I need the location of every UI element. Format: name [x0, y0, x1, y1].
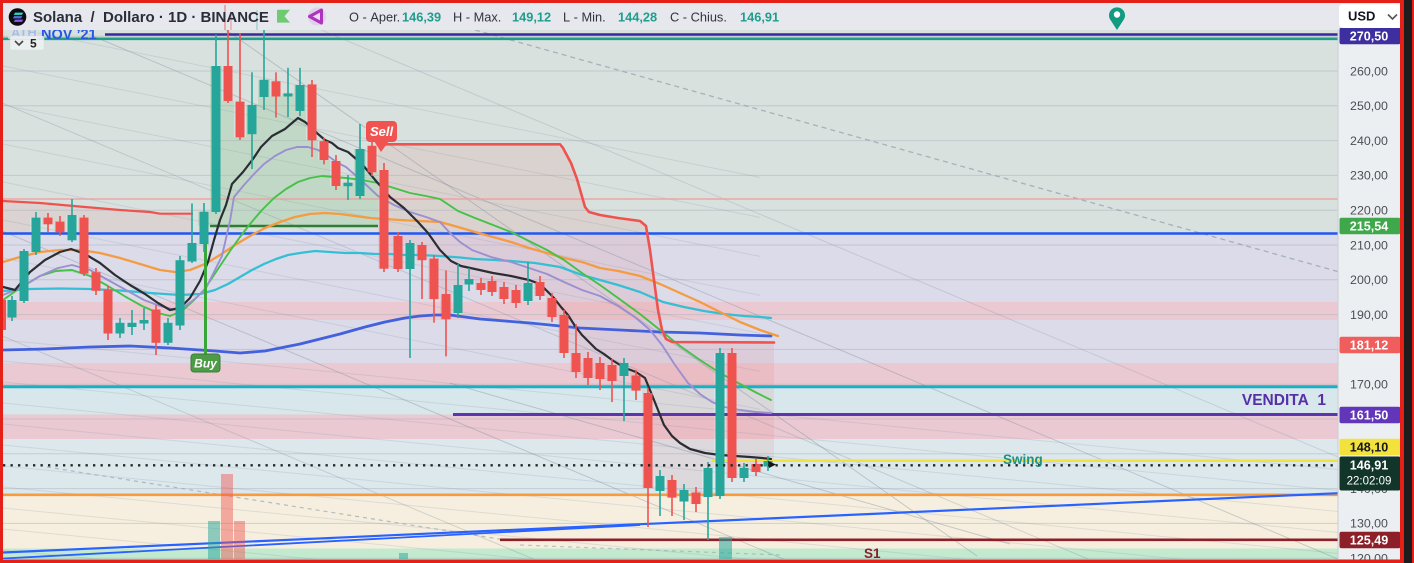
- svg-text:210,00: 210,00: [1350, 238, 1388, 252]
- svg-text:S1: S1: [864, 546, 881, 561]
- svg-text:161,50: 161,50: [1350, 408, 1389, 422]
- svg-text:Sell: Sell: [370, 124, 394, 139]
- svg-text:Buy: Buy: [194, 357, 218, 371]
- svg-text:250,00: 250,00: [1350, 99, 1388, 113]
- svg-text:Solana / Dollaro · 1D · BINA: Solana / Dollaro · 1D · BINANCE: [33, 9, 269, 26]
- svg-text:H - Max.: H - Max.: [453, 10, 501, 25]
- svg-text:NOV ’21: NOV ’21: [41, 27, 97, 43]
- svg-text:190,00: 190,00: [1350, 308, 1388, 322]
- svg-text:170,00: 170,00: [1350, 378, 1388, 392]
- svg-text:148,10: 148,10: [1350, 440, 1389, 454]
- svg-text:USD: USD: [1348, 9, 1375, 24]
- svg-text:149,12: 149,12: [512, 10, 551, 25]
- svg-text:146,91: 146,91: [1350, 459, 1389, 473]
- svg-text:144,28: 144,28: [618, 10, 657, 25]
- svg-text:C - Chius.: C - Chius.: [670, 10, 727, 25]
- svg-text:120,00: 120,00: [1350, 552, 1388, 563]
- svg-text:5: 5: [30, 37, 37, 51]
- svg-text:215,54: 215,54: [1350, 219, 1389, 233]
- svg-text:146,39: 146,39: [402, 10, 441, 25]
- svg-text:260,00: 260,00: [1350, 64, 1388, 78]
- svg-text:230,00: 230,00: [1350, 169, 1388, 183]
- svg-text:220,00: 220,00: [1350, 204, 1388, 218]
- svg-text:O - Aper.: O - Aper.: [349, 10, 400, 25]
- svg-text:200,00: 200,00: [1350, 273, 1388, 287]
- svg-text:240,00: 240,00: [1350, 134, 1388, 148]
- svg-text:L - Min.: L - Min.: [563, 10, 606, 25]
- svg-text:22:02:09: 22:02:09: [1347, 476, 1392, 488]
- svg-text:125,49: 125,49: [1350, 533, 1389, 547]
- svg-text:VENDITA 1: VENDITA 1: [1242, 392, 1326, 409]
- svg-text:270,50: 270,50: [1350, 29, 1389, 43]
- svg-text:130,00: 130,00: [1350, 517, 1388, 531]
- svg-text:181,12: 181,12: [1350, 338, 1389, 352]
- svg-text:146,91: 146,91: [740, 10, 779, 25]
- svg-text:Swing: Swing: [1003, 452, 1043, 467]
